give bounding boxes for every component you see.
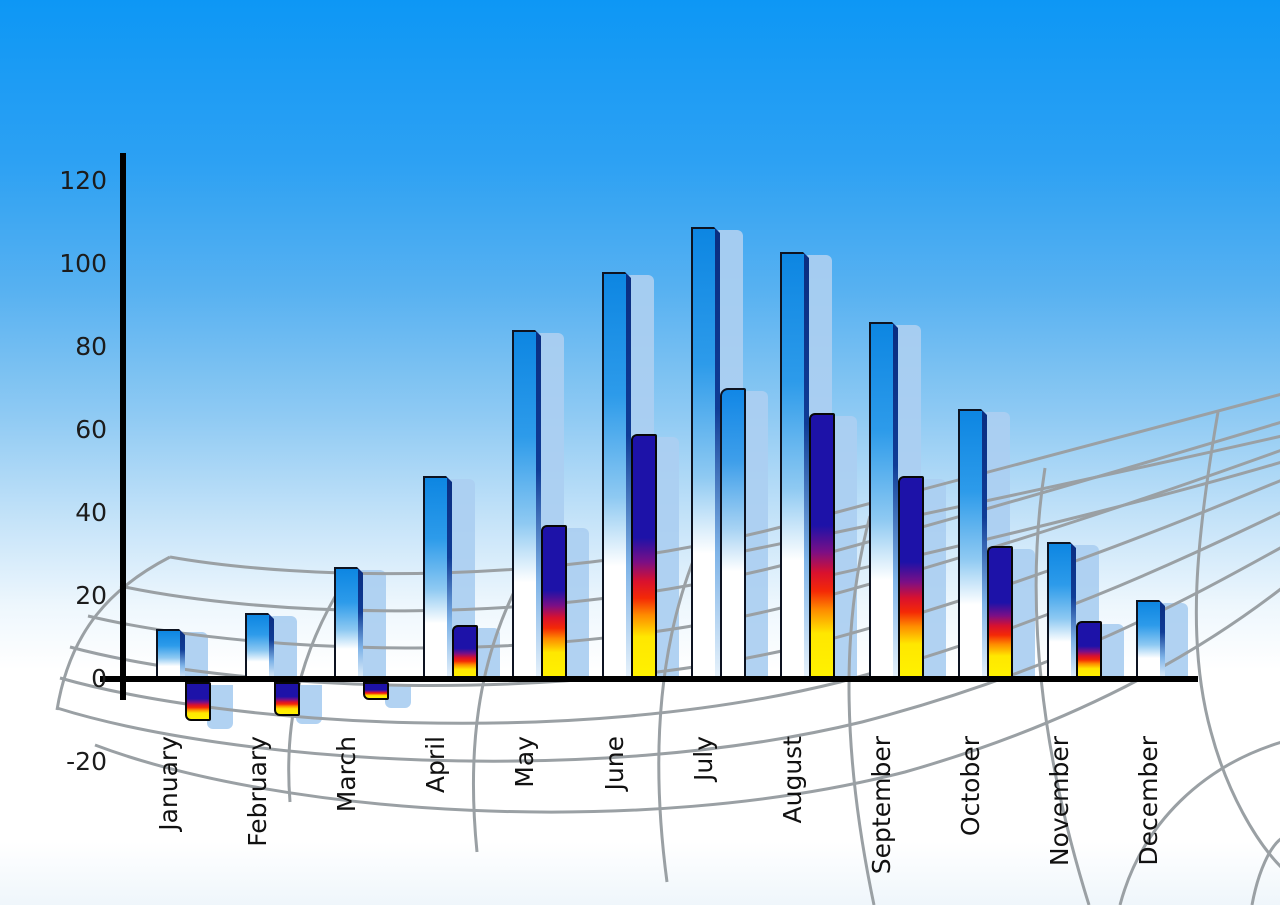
grid-curve-17 [1250,837,1280,905]
bar-august-primary [780,252,809,680]
bar-3d-edge [804,252,809,680]
bar-july-primary [691,227,720,680]
x-label-june: June [600,736,629,791]
x-label-march: March [332,736,361,813]
bar-june-primary [602,272,631,680]
bar-march-primary [334,567,363,680]
bar-february-primary [245,613,274,680]
y-tick--20: -20 [66,747,107,776]
bar-january-primary [156,629,185,680]
bar-february-secondary [274,682,300,716]
grid-curve-6 [94,587,1280,814]
grid-curve-1 [119,421,1280,613]
bar-fill [1047,542,1071,680]
x-label-april: April [421,736,450,794]
grid-curve-9 [55,555,171,711]
bar-october-secondary [987,546,1013,680]
grid-curve-12 [657,555,697,883]
bar-fill [958,409,982,680]
y-tick-40: 40 [75,498,107,527]
bar-october-primary [958,409,987,680]
y-tick-80: 80 [75,332,107,361]
bar-fill [780,252,804,680]
y-tick-20: 20 [75,581,107,610]
x-label-july: July [689,736,718,781]
x-label-november: November [1045,736,1074,867]
x-label-may: May [510,736,539,788]
x-label-january: January [154,736,183,831]
bar-shadow-march-secondary [385,685,411,708]
bar-december-primary [1136,600,1165,680]
x-label-december: December [1134,736,1163,866]
bar-3d-edge [447,476,452,680]
bar-november-primary [1047,542,1076,680]
bar-fill [691,227,715,680]
bar-3d-edge [626,272,631,680]
bar-3d-edge [1071,542,1076,680]
bar-april-primary [423,476,452,680]
grid-curve-11 [471,579,522,853]
bar-3d-edge [180,629,185,680]
y-tick-100: 100 [59,249,107,278]
y-tick-0: 0 [91,664,107,693]
bar-august-secondary [809,413,835,680]
bar-fill [423,476,447,680]
bar-3d-edge [269,613,274,680]
grid-curve-15 [1194,411,1280,869]
bar-fill [156,629,180,680]
x-label-september: September [867,736,896,875]
bar-shadow-october-secondary [1009,549,1035,680]
bar-march-secondary [363,682,389,700]
grid-curve-13 [847,515,876,905]
bar-may-secondary [541,525,567,680]
y-axis-line [120,153,126,700]
bar-fill [1136,600,1160,680]
bar-fill [869,322,893,680]
bar-3d-edge [358,567,363,680]
bar-3d-edge [715,227,720,680]
bar-january-secondary [185,682,211,721]
bar-3d-edge [536,330,541,680]
grid-curve-16 [1118,741,1280,905]
bar-fill [602,272,626,680]
bar-september-primary [869,322,898,680]
x-label-october: October [956,736,985,837]
x-label-february: February [243,736,272,847]
bar-shadow-june-secondary [653,437,679,680]
y-tick-60: 60 [75,415,107,444]
x-label-august: August [778,736,807,824]
bar-3d-edge [982,409,987,680]
y-tick-120: 120 [59,166,107,195]
bar-fill [512,330,536,680]
bar-3d-edge [1160,600,1165,680]
bar-3d-edge [893,322,898,680]
bar-fill [245,613,269,680]
bar-fill [334,567,358,680]
x-axis-line [100,676,1198,682]
grid-curve-4 [59,511,1280,725]
bar-september-secondary [898,476,924,680]
bar-may-primary [512,330,541,680]
